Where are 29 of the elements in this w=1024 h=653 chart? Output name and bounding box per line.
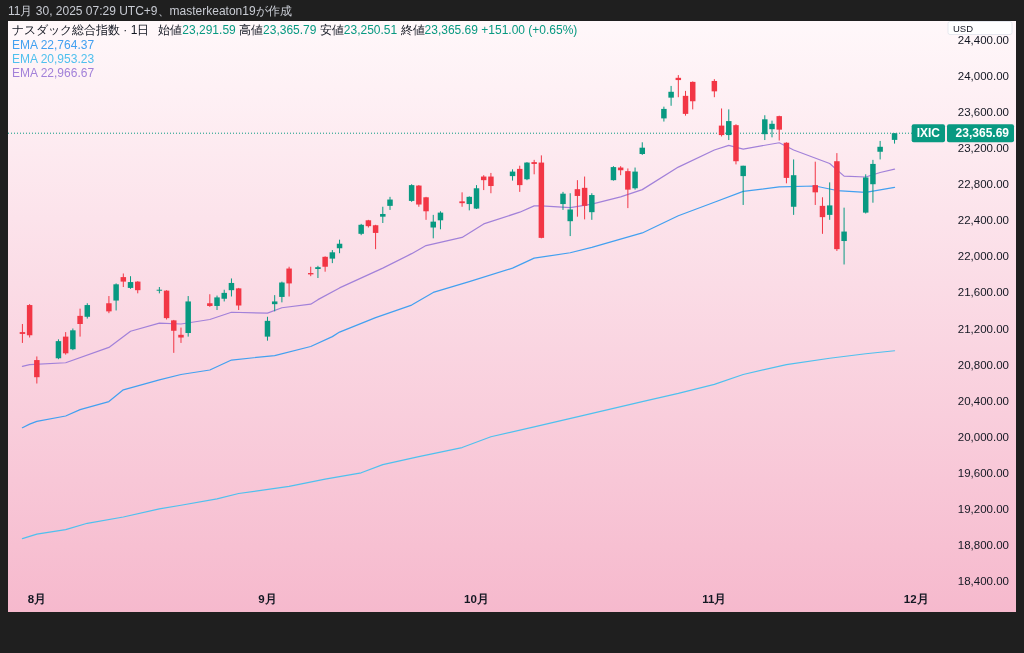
- chart-title: ナスダック総合指数 · 1日: [12, 23, 150, 37]
- x-tick-label: 9月: [258, 593, 277, 605]
- y-tick-label: 22,400.00: [957, 214, 1009, 227]
- y-tick-label: 18,400.00: [957, 575, 1009, 587]
- x-tick-label: 12月: [903, 593, 929, 605]
- y-tick-label: 23,600.00: [957, 106, 1009, 119]
- y-tick-label: 21,200.00: [957, 322, 1009, 335]
- text: 11月 30, 2025 07:29 UTC+9、masterkeaton19が作成: [8, 3, 292, 18]
- y-tick-label: 22,000.00: [957, 250, 1009, 263]
- x-tick-label: 8月: [27, 593, 47, 605]
- y-tick-label: 24,400.00: [957, 33, 1009, 46]
- y-tick-label: 20,400.00: [957, 394, 1009, 407]
- y-tick-label: 19,600.00: [957, 466, 1009, 479]
- y-axis-title: USD: [953, 22, 974, 34]
- text: EMA 22,966.67: [12, 66, 95, 80]
- x-tick-label: 11月: [702, 593, 727, 605]
- y-tick-label: 21,600.00: [957, 286, 1009, 299]
- y-tick-label: 22,800.00: [957, 178, 1009, 191]
- x-tick-label: 10月: [464, 593, 489, 605]
- y-tick-label: 23,200.00: [957, 142, 1009, 155]
- text: EMA 22,764.37: [12, 38, 95, 52]
- y-tick-label: 18,800.00: [957, 538, 1009, 551]
- y-tick-label: 19,200.00: [957, 502, 1009, 515]
- text: IXIC 23,365.69: [916, 126, 1009, 141]
- text: EMA 20,953.23: [12, 52, 95, 66]
- text: 始値23,291.59 高値23,365.79 安値23,250.51 終値23,365.69 +151.00 (+0.65%): [158, 23, 578, 37]
- y-tick-label: 24,000.00: [957, 70, 1009, 83]
- y-tick-label: 20,000.00: [957, 430, 1009, 443]
- y-tick-label: 20,800.00: [957, 358, 1009, 371]
